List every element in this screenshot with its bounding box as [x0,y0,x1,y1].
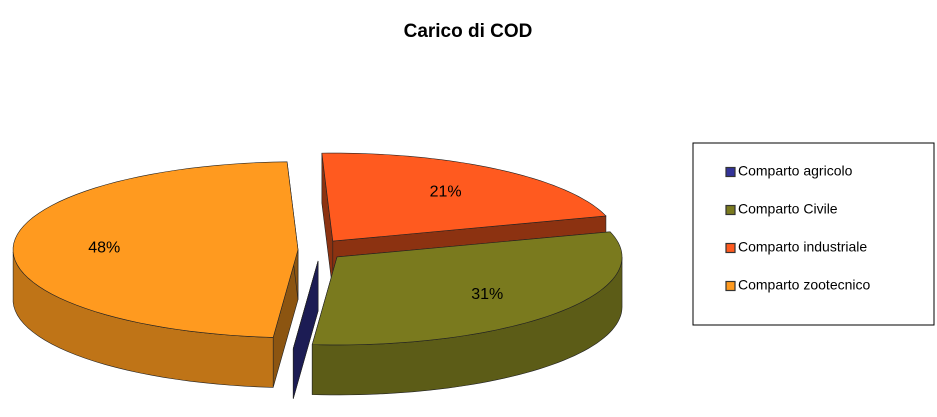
legend-swatch [726,206,735,215]
data-label: 31% [471,286,503,303]
pie-slice [13,162,298,388]
data-label: 48% [88,239,120,256]
legend-swatch [726,168,735,177]
pie-slice [312,232,622,395]
legend-label: Comparto industriale [738,239,867,255]
legend-label: Comparto agricolo [738,163,853,179]
legend-label: Comparto zootecnico [738,277,871,293]
legend-label: Comparto Civile [738,201,838,217]
legend-swatch [726,244,735,253]
legend-swatch [726,282,735,291]
data-label: 21% [430,184,462,201]
chart-title: Carico di COD [404,21,533,42]
